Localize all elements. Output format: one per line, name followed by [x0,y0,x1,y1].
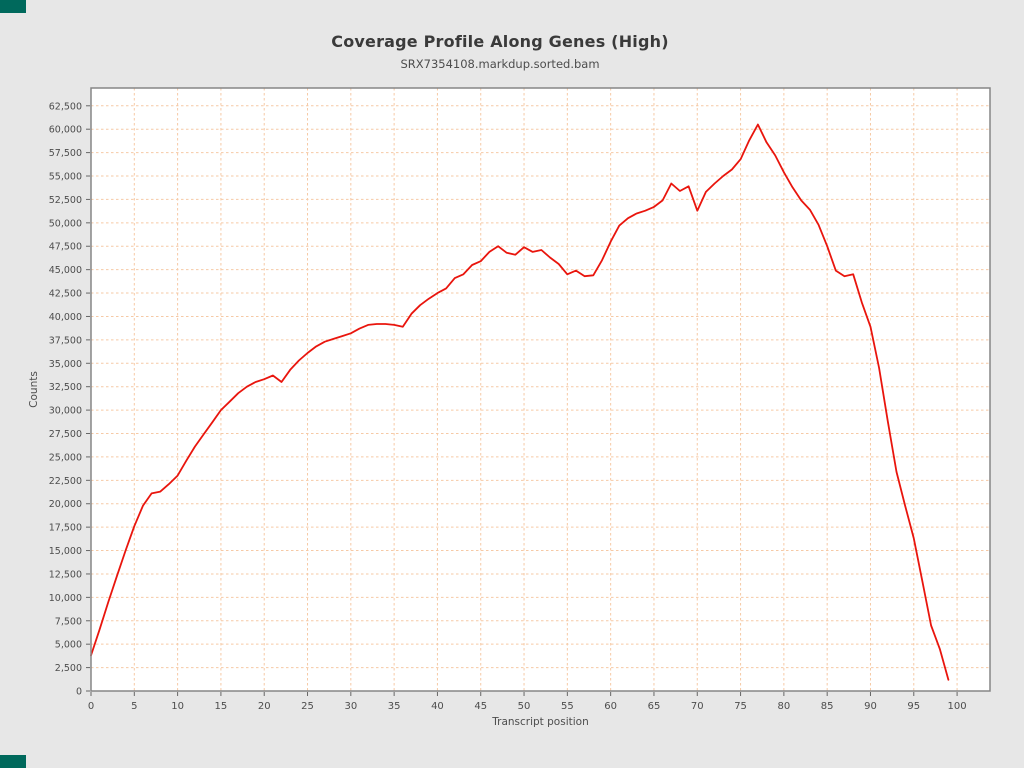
svg-text:32,500: 32,500 [49,382,82,393]
svg-text:40,000: 40,000 [49,312,82,323]
y-axis-label: Counts [28,371,40,408]
tick-marks [86,105,958,696]
svg-text:42,500: 42,500 [49,289,82,300]
svg-text:50: 50 [518,701,531,712]
svg-text:47,500: 47,500 [49,242,82,253]
svg-text:90: 90 [864,701,877,712]
coverage-series-line [90,123,950,681]
svg-text:55,000: 55,000 [49,172,82,183]
svg-text:30,000: 30,000 [49,406,82,417]
svg-text:30: 30 [344,701,357,712]
svg-text:85: 85 [821,701,834,712]
y-tick-labels: 0 2,500 5,000 7,500 10,000 12,500 15,000 17,500… [49,101,82,697]
svg-text:2,500: 2,500 [55,663,82,674]
svg-text:60,000: 60,000 [49,125,82,136]
gridlines [91,88,990,691]
corner-accent-top [0,0,26,13]
svg-text:5,000: 5,000 [55,640,82,651]
svg-text:50,000: 50,000 [49,218,82,229]
corner-accent-bottom [0,755,26,768]
svg-text:17,500: 17,500 [49,523,82,534]
svg-text:45,000: 45,000 [49,265,82,276]
svg-text:60: 60 [604,701,617,712]
svg-text:15,000: 15,000 [49,546,82,557]
svg-text:75: 75 [734,701,747,712]
chart-title: Coverage Profile Along Genes (High) [331,32,669,51]
svg-text:12,500: 12,500 [49,569,82,580]
svg-text:20: 20 [258,701,271,712]
x-tick-labels: 0 5 10 15 20 25 30 35 40 45 50 55 60 65 70 75 80 85 90 95 10… [88,701,967,712]
svg-text:25,000: 25,000 [49,452,82,463]
svg-text:55: 55 [561,701,574,712]
svg-text:20,000: 20,000 [49,499,82,510]
svg-text:45: 45 [474,701,487,712]
svg-text:35: 35 [388,701,401,712]
svg-text:0: 0 [88,701,94,712]
svg-text:95: 95 [907,701,920,712]
svg-text:0: 0 [76,687,82,698]
plot-area [91,88,990,691]
svg-text:22,500: 22,500 [49,476,82,487]
svg-text:100: 100 [948,701,967,712]
svg-text:10: 10 [171,701,184,712]
svg-text:10,000: 10,000 [49,593,82,604]
svg-text:27,500: 27,500 [49,429,82,440]
svg-text:70: 70 [691,701,704,712]
svg-text:5: 5 [131,701,137,712]
svg-text:7,500: 7,500 [55,616,82,627]
svg-text:57,500: 57,500 [49,148,82,159]
svg-text:65: 65 [648,701,661,712]
svg-text:25: 25 [301,701,314,712]
svg-text:40: 40 [431,701,444,712]
svg-text:37,500: 37,500 [49,335,82,346]
svg-text:15: 15 [215,701,228,712]
svg-text:52,500: 52,500 [49,195,82,206]
x-axis-label: Transcript position [491,716,588,728]
plot-border [90,87,991,692]
svg-text:80: 80 [778,701,791,712]
svg-text:62,500: 62,500 [49,101,82,112]
svg-text:35,000: 35,000 [49,359,82,370]
chart-subtitle: SRX7354108.markdup.sorted.bam [400,57,600,71]
